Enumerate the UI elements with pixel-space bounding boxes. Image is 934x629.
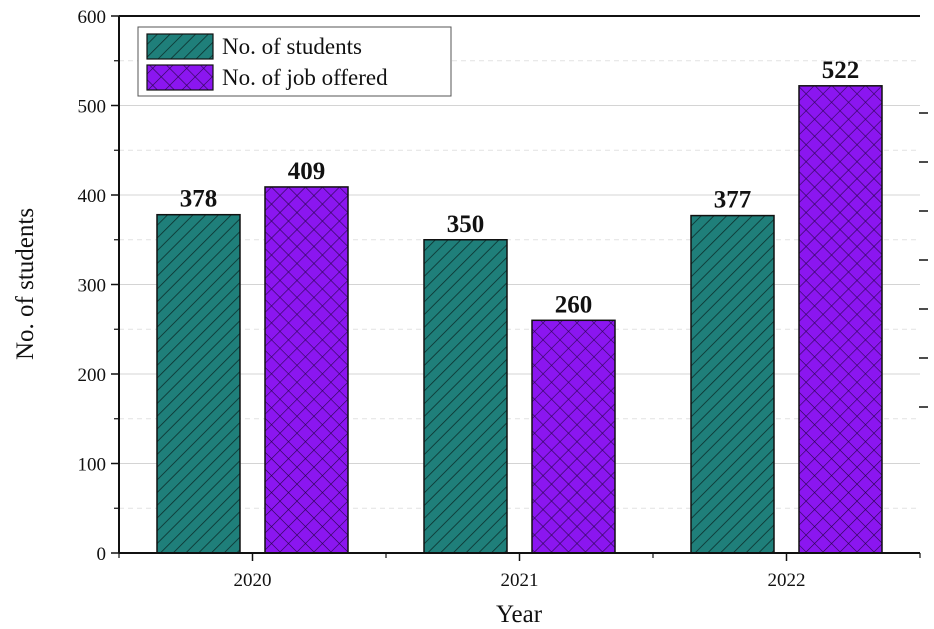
x-tick-label-2022: 2022 (768, 570, 806, 591)
legend-swatch-students (146, 33, 214, 60)
x-tick-label-2021: 2021 (501, 570, 539, 591)
y-tick-label-0: 0 (97, 544, 107, 565)
bars (156, 85, 883, 554)
y-axis-title: No. of students (12, 208, 39, 360)
data-label-jobs-offered-2021: 260 (555, 291, 593, 318)
legend-swatch-jobs (146, 64, 214, 91)
data-label-students-2022: 377 (714, 187, 752, 214)
y-tick-label-100: 100 (78, 455, 107, 476)
y-tick-label-500: 500 (78, 97, 107, 118)
bar-students-2020 (156, 213, 241, 554)
bar-students-2021 (423, 239, 508, 554)
bar-students-2022 (690, 214, 775, 554)
y-tick-label-300: 300 (78, 276, 107, 297)
legend: No. of students No. of job offered (137, 26, 452, 97)
x-axis-title: Year (496, 601, 543, 628)
y-tick-label-600: 600 (78, 7, 107, 28)
data-labels: 378 409 350 260 377 522 (180, 57, 860, 318)
data-label-jobs-offered-2022: 522 (822, 57, 860, 84)
y-tick-label-200: 200 (78, 365, 107, 386)
y-tick-label-400: 400 (78, 186, 107, 207)
legend-label-students: No. of students (222, 34, 362, 59)
data-label-students-2020: 378 (180, 186, 218, 213)
x-tick-label-2020: 2020 (234, 570, 272, 591)
legend-label-jobs: No. of job offered (222, 65, 388, 90)
axes: 2020 2021 2022 0 100 200 300 400 500 600 (78, 7, 928, 591)
data-label-jobs-offered-2020: 409 (288, 158, 326, 185)
data-label-students-2021: 350 (447, 211, 485, 238)
bar-jobs-offered-2022 (798, 85, 883, 554)
bar-jobs-offered-2021 (531, 319, 616, 554)
bar-jobs-offered-2020 (264, 186, 349, 554)
